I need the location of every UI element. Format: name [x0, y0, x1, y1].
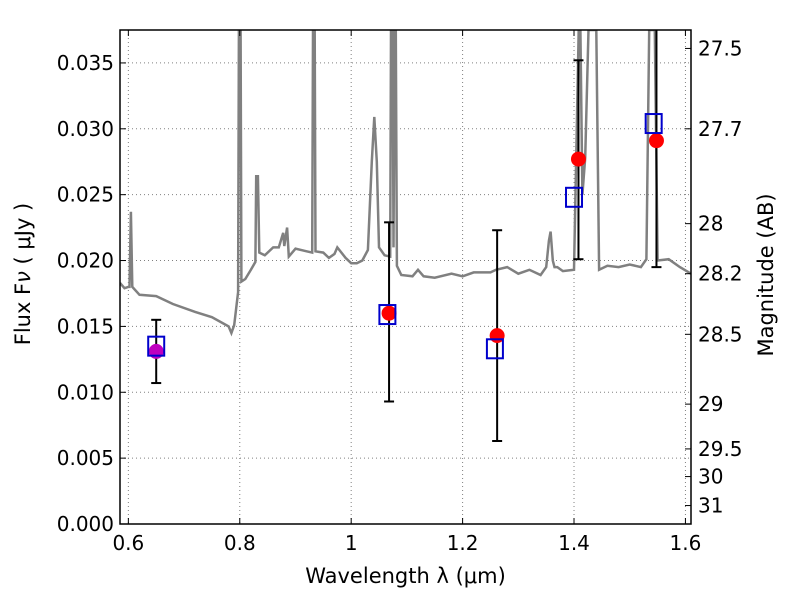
y-tick-label: 0.005	[57, 446, 114, 470]
x-axis-label: Wavelength λ (μm)	[305, 564, 506, 588]
y-tick-label: 0.035	[57, 51, 114, 75]
y2-tick-label: 30	[698, 465, 723, 489]
model-spectrum-line	[120, 30, 691, 337]
model-point-box	[147, 335, 166, 357]
y2-tick-label: 29.5	[698, 437, 743, 461]
y-tick-label: 0.025	[57, 183, 114, 207]
observed-point	[570, 151, 586, 167]
x-tick-label: 1.6	[670, 531, 702, 555]
y-tick-label: 0.000	[57, 512, 114, 536]
x-tick-label: 1.2	[447, 531, 479, 555]
points-layer	[147, 30, 664, 443]
spectrum-layer	[120, 30, 691, 337]
x-tick-label: 1	[345, 531, 358, 555]
model-point-box	[565, 186, 584, 208]
y2-tick-label: 28.5	[698, 322, 743, 346]
y-axis-label-suffix: ( μJy )	[11, 203, 35, 271]
y-axis-label-prefix: Flux F	[11, 283, 35, 345]
y-tick-label: 0.030	[57, 117, 114, 141]
model-point-box	[378, 304, 397, 326]
x-tick-label: 0.8	[224, 531, 256, 555]
observed-point	[148, 343, 164, 359]
y2-axis-label: Magnitude (AB)	[754, 193, 778, 356]
plot-frame	[119, 29, 692, 525]
y2-tick-label: 29	[698, 392, 723, 416]
y-tick-label: 0.015	[57, 314, 114, 338]
x-tick-label: 1.4	[558, 531, 590, 555]
axis-ticks: 0.6 0.8 1 1.2 1.4 1.6 0.000 0.005 0.010 0.015 0.02…	[57, 30, 743, 555]
y2-tick-label: 28	[698, 212, 723, 236]
model-point-box	[485, 338, 504, 360]
y-axis-label: Flux Fν ( μJy )	[11, 203, 35, 346]
observed-point	[648, 133, 664, 149]
y2-tick-label: 28.2	[698, 262, 743, 286]
y-tick-label: 0.010	[57, 380, 114, 404]
observed-point	[381, 305, 397, 321]
y2-tick-label: 27.7	[698, 117, 743, 141]
y-axis-label-subscript: ν	[11, 271, 35, 283]
x-tick-label: 0.6	[112, 531, 144, 555]
y2-tick-label: 27.5	[698, 36, 743, 60]
model-point-box	[644, 113, 663, 135]
grid-lines	[120, 30, 691, 525]
y2-tick-label: 31	[698, 494, 723, 518]
y-tick-label: 0.020	[57, 249, 114, 273]
